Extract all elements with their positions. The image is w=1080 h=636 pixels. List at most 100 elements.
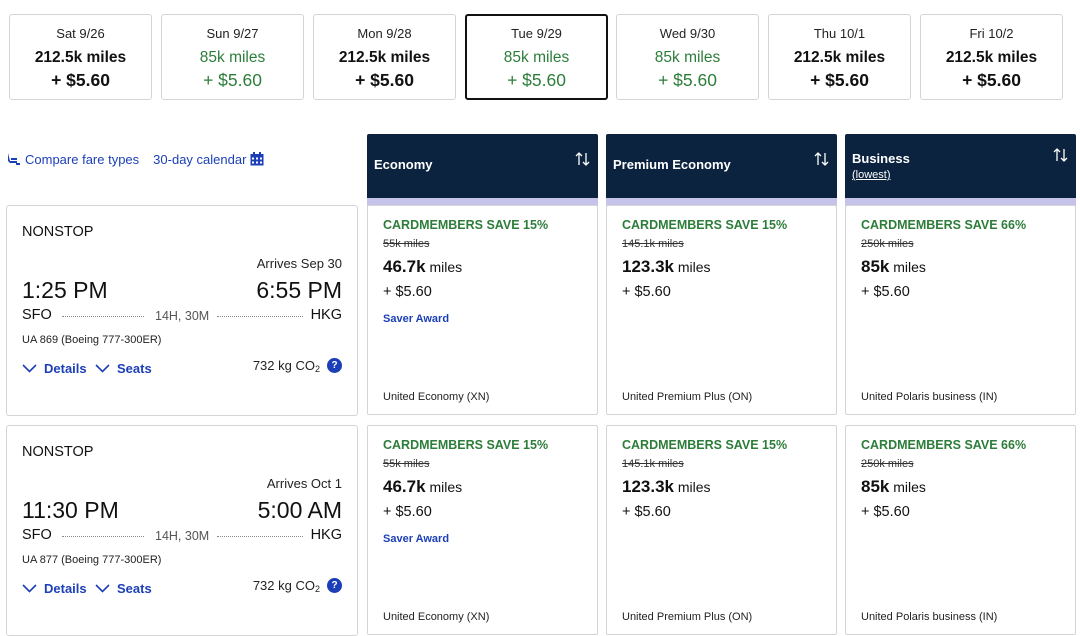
cardmember-savings: CARDMEMBERS SAVE 15% [622,218,788,232]
original-price: 55k miles [383,238,430,250]
column-header-business[interactable]: Business (lowest) [845,134,1076,206]
column-header-label: Economy [374,157,433,172]
fare-class: United Premium Plus (ON) [622,391,753,403]
column-header-stripe [606,198,837,206]
seats-toggle[interactable]: Seats [95,361,152,376]
route-line [62,316,144,317]
destination-airport: HKG [310,527,342,543]
seat-icon [8,153,20,165]
fare-miles: 46.7k miles [383,257,462,277]
fare-cell-business[interactable]: CARDMEMBERS SAVE 66% 250k miles 85k mile… [845,425,1076,635]
date-label: Sun 9/27 [206,26,259,41]
fare-miles-value: 46.7k [383,477,426,496]
chevron-down-icon [22,584,37,593]
date-card-sat-9-26[interactable]: Sat 9/26 212.5k miles + $5.60 [9,14,152,100]
details-toggle[interactable]: Details [22,361,87,376]
co2-subscript: 2 [314,583,320,594]
fare-class: United Polaris business (IN) [861,611,998,623]
cardmember-savings: CARDMEMBERS SAVE 15% [383,438,549,452]
seats-toggle[interactable]: Seats [95,581,152,596]
date-card-mon-9-28[interactable]: Mon 9/28 212.5k miles + $5.60 [313,14,456,100]
thirty-day-calendar-link[interactable]: 30-day calendar [153,152,264,167]
cardmember-savings: CARDMEMBERS SAVE 15% [622,438,788,452]
date-tax: + $5.60 [507,70,566,90]
compare-fare-types-link[interactable]: Compare fare types [6,152,139,167]
destination-airport: HKG [310,307,342,323]
fare-tax: + $5.60 [383,504,432,520]
flight-stops: NONSTOP [22,444,94,460]
cardmember-savings: CARDMEMBERS SAVE 66% [861,218,1027,232]
original-price: 145.1k miles [622,238,684,250]
flight-card: NONSTOP Arrives Sep 30 1:25 PM 6:55 PM S… [6,205,358,416]
date-card-tue-9-29-selected[interactable]: Tue 9/29 85k miles + $5.60 [465,14,608,100]
fare-tax: + $5.60 [861,284,910,300]
fare-cell-premium-economy[interactable]: CARDMEMBERS SAVE 15% 145.1k miles 123.3k… [606,425,837,635]
sort-icon [1053,148,1068,162]
date-miles: 212.5k miles [34,49,127,66]
fare-miles: 123.3k miles [622,477,711,497]
details-toggle[interactable]: Details [22,581,87,596]
cardmember-savings: CARDMEMBERS SAVE 66% [861,438,1027,452]
details-label: Details [44,361,87,376]
date-miles: 85k miles [654,49,721,66]
fare-miles-unit: miles [677,479,711,495]
date-card-wed-9-30[interactable]: Wed 9/30 85k miles + $5.60 [616,14,759,100]
column-header-stripe [367,198,598,206]
date-label: Wed 9/30 [659,26,716,41]
fare-tax: + $5.60 [861,504,910,520]
date-miles: 85k miles [199,49,266,66]
fare-miles: 123.3k miles [622,257,711,277]
info-icon[interactable]: ? [327,358,342,373]
fare-tax: + $5.60 [622,284,671,300]
arrival-time: 5:00 AM [257,497,342,523]
fare-cell-business[interactable]: CARDMEMBERS SAVE 66% 250k miles 85k mile… [845,205,1076,415]
date-label: Thu 10/1 [813,26,866,41]
fare-miles: 85k miles [861,477,926,497]
column-header-label: Business [852,151,910,166]
original-price: 55k miles [383,458,430,470]
origin-airport: SFO [22,307,52,323]
chevron-down-icon [95,364,110,373]
fare-class: United Economy (XN) [383,391,490,403]
date-card-thu-10-1[interactable]: Thu 10/1 212.5k miles + $5.60 [768,14,911,100]
date-label: Tue 9/29 [511,26,562,41]
flight-stops: NONSTOP [22,224,94,240]
fare-miles-unit: miles [429,479,463,495]
fare-miles-value: 85k [861,257,890,276]
fare-miles: 46.7k miles [383,477,462,497]
flight-duration: 14H, 30M [155,529,210,543]
cardmember-savings: CARDMEMBERS SAVE 15% [383,218,549,232]
co2-value: 732 kg CO [252,578,315,593]
fare-miles-unit: miles [429,259,463,275]
fare-tax: + $5.60 [622,504,671,520]
date-card-fri-10-2[interactable]: Fri 10/2 212.5k miles + $5.60 [920,14,1063,100]
column-header-sublabel: (lowest) [852,169,891,181]
column-header-label: Premium Economy [613,157,731,172]
fare-cell-economy[interactable]: CARDMEMBERS SAVE 15% 55k miles 46.7k mil… [367,425,598,635]
flight-duration: 14H, 30M [155,309,210,323]
award-type: Saver Award [383,313,450,325]
fare-cell-economy[interactable]: CARDMEMBERS SAVE 15% 55k miles 46.7k mil… [367,205,598,415]
fare-class: United Economy (XN) [383,611,490,623]
details-label: Details [44,581,87,596]
chevron-down-icon [22,364,37,373]
info-icon[interactable]: ? [327,578,342,593]
departure-time: 11:30 PM [22,497,119,523]
flight-arrives-date: Arrives Sep 30 [256,256,342,271]
original-price: 145.1k miles [622,458,684,470]
co2-emissions: 732 kg CO 2 ? [253,358,342,374]
fare-miles-value: 123.3k [622,257,674,276]
route-line [217,536,303,537]
date-tax: + $5.60 [355,70,414,90]
date-label: Sat 9/26 [56,26,105,41]
date-card-sun-9-27[interactable]: Sun 9/27 85k miles + $5.60 [161,14,304,100]
route-line [217,316,303,317]
fare-miles-unit: miles [893,479,926,495]
arrival-time: 6:55 PM [256,277,342,303]
fare-cell-premium-economy[interactable]: CARDMEMBERS SAVE 15% 145.1k miles 123.3k… [606,205,837,415]
chevron-down-icon [95,584,110,593]
column-header-economy[interactable]: Economy [367,134,598,206]
column-header-premium-economy[interactable]: Premium Economy [606,134,837,206]
sort-icon [814,152,829,166]
fare-class: United Polaris business (IN) [861,391,998,403]
